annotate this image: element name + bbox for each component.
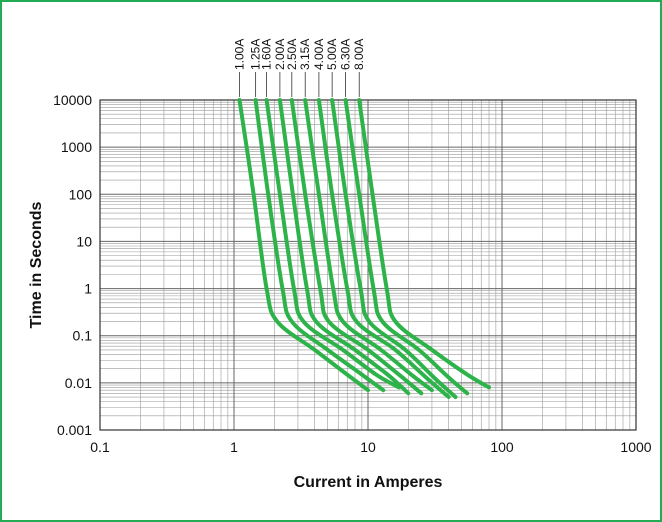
x-axis-title: Current in Amperes: [294, 474, 443, 491]
x-tick-label: 1: [230, 439, 238, 455]
y-axis-title: Time in Seconds: [28, 201, 45, 328]
rating-label-1.60A: 1.60A: [260, 39, 274, 70]
curves-group: [237, 98, 491, 399]
y-tick-label: 1: [84, 281, 92, 297]
rating-label-2.00A: 2.00A: [273, 39, 287, 70]
y-tick-label: 100: [69, 186, 93, 202]
x-tick-label: 1000: [620, 439, 651, 455]
y-tick-label: 10: [76, 233, 92, 249]
curve-8.00A: [357, 98, 491, 390]
curve-2.50A: [289, 98, 424, 396]
curve-1.25A: [253, 98, 386, 393]
y-tick-label: 0.1: [73, 328, 93, 344]
rating-label-1.25A: 1.25A: [249, 39, 263, 70]
curve-1.00A: [237, 98, 370, 393]
curve-2.00A: [277, 98, 411, 396]
curve-1.60A: [264, 98, 401, 390]
y-tick-label: 0.01: [65, 375, 92, 391]
y-tick-label: 0.001: [57, 422, 92, 438]
rating-label-3.15A: 3.15A: [298, 39, 312, 70]
x-tick-label: 0.1: [90, 439, 110, 455]
x-tick-label: 100: [490, 439, 514, 455]
curve-6.30A: [343, 98, 470, 396]
rating-label-1.00A: 1.00A: [233, 39, 247, 70]
rating-label-2.50A: 2.50A: [285, 39, 299, 70]
rating-label-6.30A: 6.30A: [339, 39, 353, 70]
rating-label-8.00A: 8.00A: [352, 39, 366, 70]
curve-4.00A: [316, 98, 451, 399]
curve-5.00A: [330, 98, 458, 399]
x-tick-labels: 0.1 1 10 100 1000: [90, 439, 652, 455]
curve-3.15A: [303, 98, 434, 393]
y-tick-labels: 0.001 0.01 0.1 1 10 100 1000 10000: [53, 92, 92, 438]
rating-label-5.00A: 5.00A: [325, 39, 339, 70]
y-tick-label: 1000: [61, 139, 92, 155]
y-tick-label: 10000: [53, 92, 92, 108]
rating-label-4.00A: 4.00A: [312, 39, 326, 70]
plot-border: [99, 99, 637, 431]
x-tick-label: 10: [360, 439, 376, 455]
